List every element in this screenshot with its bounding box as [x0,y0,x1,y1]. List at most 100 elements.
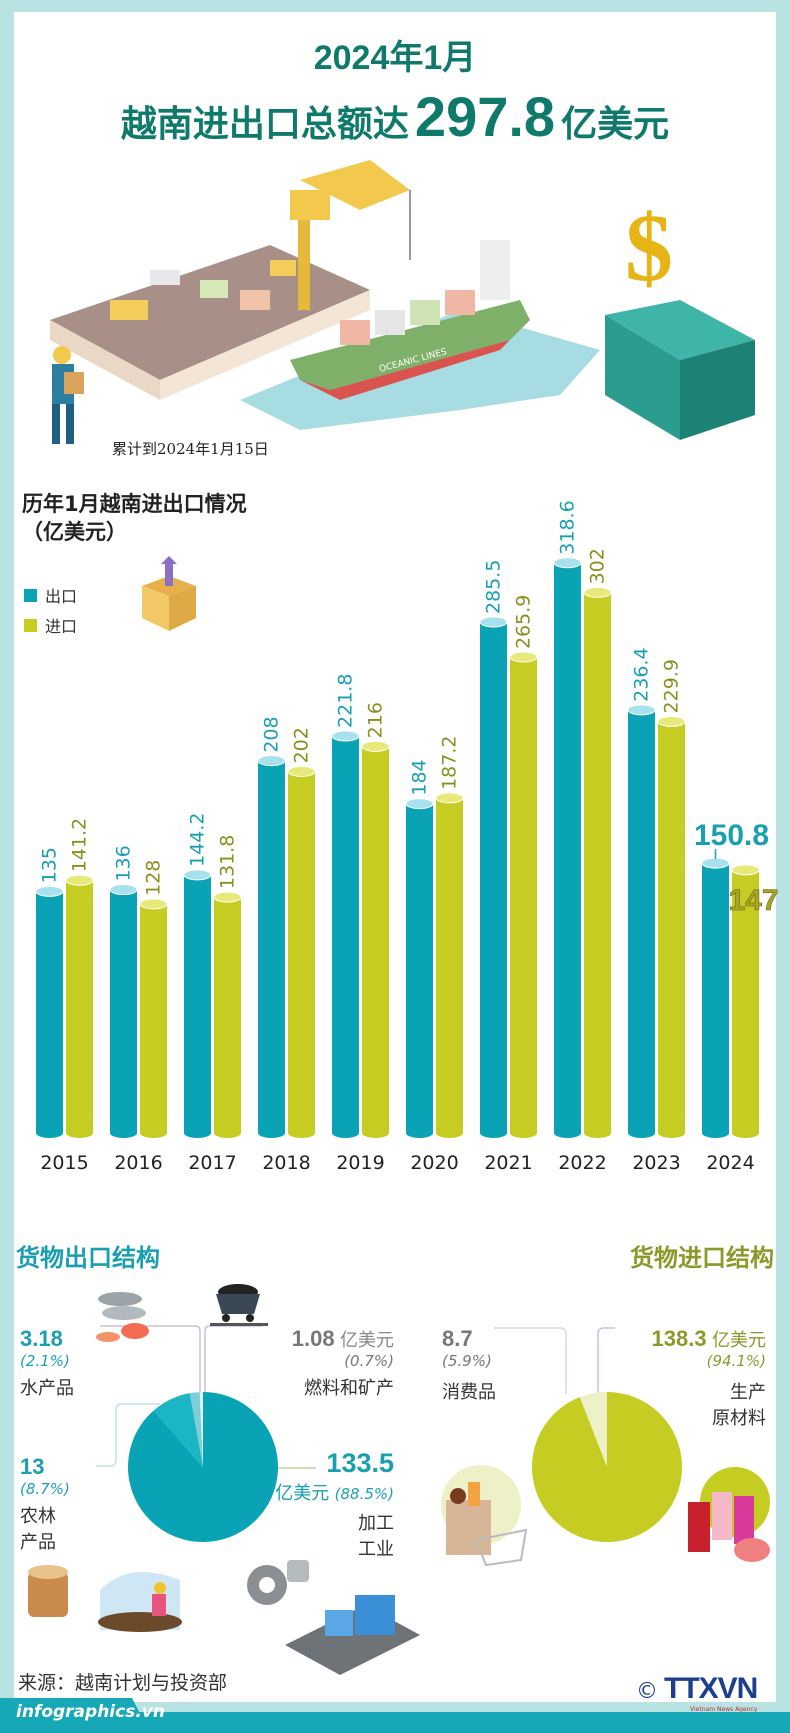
consumer-value: 8.7 [442,1326,473,1351]
export-structure-title: 货物出口结构 [16,1244,160,1272]
processing-name-line1: 加工 [358,1513,394,1534]
bar-import-2021 [510,657,537,1133]
data-label-export-2023: 236.4 [631,647,653,701]
bar-import-2018 [288,771,315,1133]
bar-cap-export-2024 [701,857,730,869]
bar-base-import-2021 [510,1128,537,1138]
data-label-export-2017: 144.2 [187,812,209,866]
materials-leader-line [597,1327,615,1394]
data-label-import-2023: 229.9 [661,659,683,713]
agri-name-line2: 产品 [20,1532,56,1553]
seafood-value: 3.18 [20,1326,63,1351]
processing-name-line2: 工业 [358,1539,394,1560]
site-link[interactable]: infographics.vn [16,1702,165,1722]
fuel-unit: 亿美元 [340,1330,394,1351]
materials-unit: 亿美元 [712,1330,766,1351]
consumer-percent: (5.9%) [442,1352,492,1370]
source-note: 来源：越南计划与投资部 [18,1672,228,1694]
bar-base-import-2016 [140,1128,167,1138]
bar-import-2016 [140,903,167,1133]
legend-swatch-export [24,588,37,602]
data-label-import-2016: 128 [143,860,165,896]
data-label-export-2022: 318.6 [557,500,579,554]
bar-export-2016 [110,889,137,1133]
bar-cap-export-2018 [257,755,286,767]
footer-bar [0,1712,790,1733]
data-label-import-2017: 131.8 [217,835,239,889]
bar-base-export-2019 [332,1128,359,1138]
bar-cap-import-2021 [509,651,538,663]
data-label-export-2020: 184 [409,759,431,795]
bar-cap-export-2017 [183,869,212,881]
bar-chart-legend: 出口 进口 [24,580,77,640]
bar-cap-import-2019 [361,740,390,752]
bar-base-export-2021 [480,1128,507,1138]
crane-icon [290,160,411,310]
materials-name-line2: 原材料 [712,1408,766,1429]
bar-cap-import-2023 [657,715,686,727]
seafood-icon [96,1292,149,1342]
x-tick-label-2016: 2016 [114,1152,162,1174]
agri-leader-line [96,1403,160,1467]
bar-import-2024 [732,869,759,1133]
bar-cap-import-2018 [287,765,316,777]
bar-base-import-2017 [214,1128,241,1138]
bar-base-import-2024 [732,1128,759,1138]
bar-import-2023 [658,721,685,1133]
data-label-import-2020: 187.2 [439,736,461,790]
legend-label-export: 出口 [45,587,78,606]
data-label-export-2021: 285.5 [483,560,505,614]
data-label-export-2015: 135 [39,847,61,883]
materials-name-line1: 生产 [730,1382,766,1403]
data-label-export-2016: 136 [113,845,135,881]
title-headline: 越南进出口总额达 297.8 亿美元 [0,84,790,149]
bar-import-2017 [214,897,241,1133]
agri-percent: (8.7%) [20,1480,70,1498]
seafood-name: 水产品 [20,1378,74,1399]
bar-cap-export-2016 [109,884,138,896]
bar-base-export-2015 [36,1128,63,1138]
bar-cap-export-2022 [553,557,582,569]
bar-base-import-2022 [584,1128,611,1138]
import-pie-chart [494,1327,682,1542]
data-label-import-2019: 216 [365,702,387,738]
fuel-leader-line [204,1325,262,1396]
bar-export-2023 [628,709,655,1133]
fuel-value: 1.08 [291,1326,335,1351]
x-tick-label-2022: 2022 [558,1152,606,1174]
bar-base-import-2020 [436,1128,463,1138]
bar-cap-import-2020 [435,792,464,804]
x-tick-label-2019: 2019 [336,1152,384,1174]
bar-cap-import-2024 [731,864,760,876]
x-tick-label-2017: 2017 [188,1152,236,1174]
bar-cap-export-2020 [405,798,434,810]
agri-name-line1: 农林 [20,1506,56,1527]
fuel-percent: (0.7%) [344,1352,394,1370]
bar-base-export-2018 [258,1128,285,1138]
bar-base-export-2024 [702,1128,729,1138]
data-label-import-2022: 302 [587,548,609,584]
bar-import-2019 [362,746,389,1133]
port-dock-icon [50,245,370,400]
consumer-name: 消费品 [442,1382,496,1403]
bar-chart: 135 141.2 2015 136 128 2016 144.2 131.8 2017 208 2… [35,500,779,1174]
bar-base-export-2017 [184,1128,211,1138]
bar-export-2017 [184,874,211,1133]
import-pie-slice-1 [532,1392,682,1542]
processing-percent: (88.5%) [334,1485,394,1503]
title-unit: 亿美元 [561,103,670,144]
import-label-consumer: 8.7 (5.9%) 消费品 [442,1326,496,1406]
brand-name: TTXVN [664,1672,758,1705]
data-label-import-2015: 141.2 [69,818,91,872]
export-label-seafood: 3.18 (2.1%) 水产品 [20,1326,74,1402]
export-label-fuel: 1.08 亿美元 (0.7%) 燃料和矿产 [292,1326,394,1402]
port-illustration: OCEANIC LINES $ [50,160,755,444]
title-date: 2024年1月 [313,39,477,77]
bar-chart-title-text: 历年1月越南进出口情况 [22,492,247,516]
bar-export-2022 [554,562,581,1133]
bar-base-export-2023 [628,1128,655,1138]
export-pie-slice-2 [153,1393,203,1467]
materials-percent: (94.1%) [706,1352,766,1370]
bar-export-2019 [332,735,359,1133]
thread-spools-icon [688,1467,770,1562]
